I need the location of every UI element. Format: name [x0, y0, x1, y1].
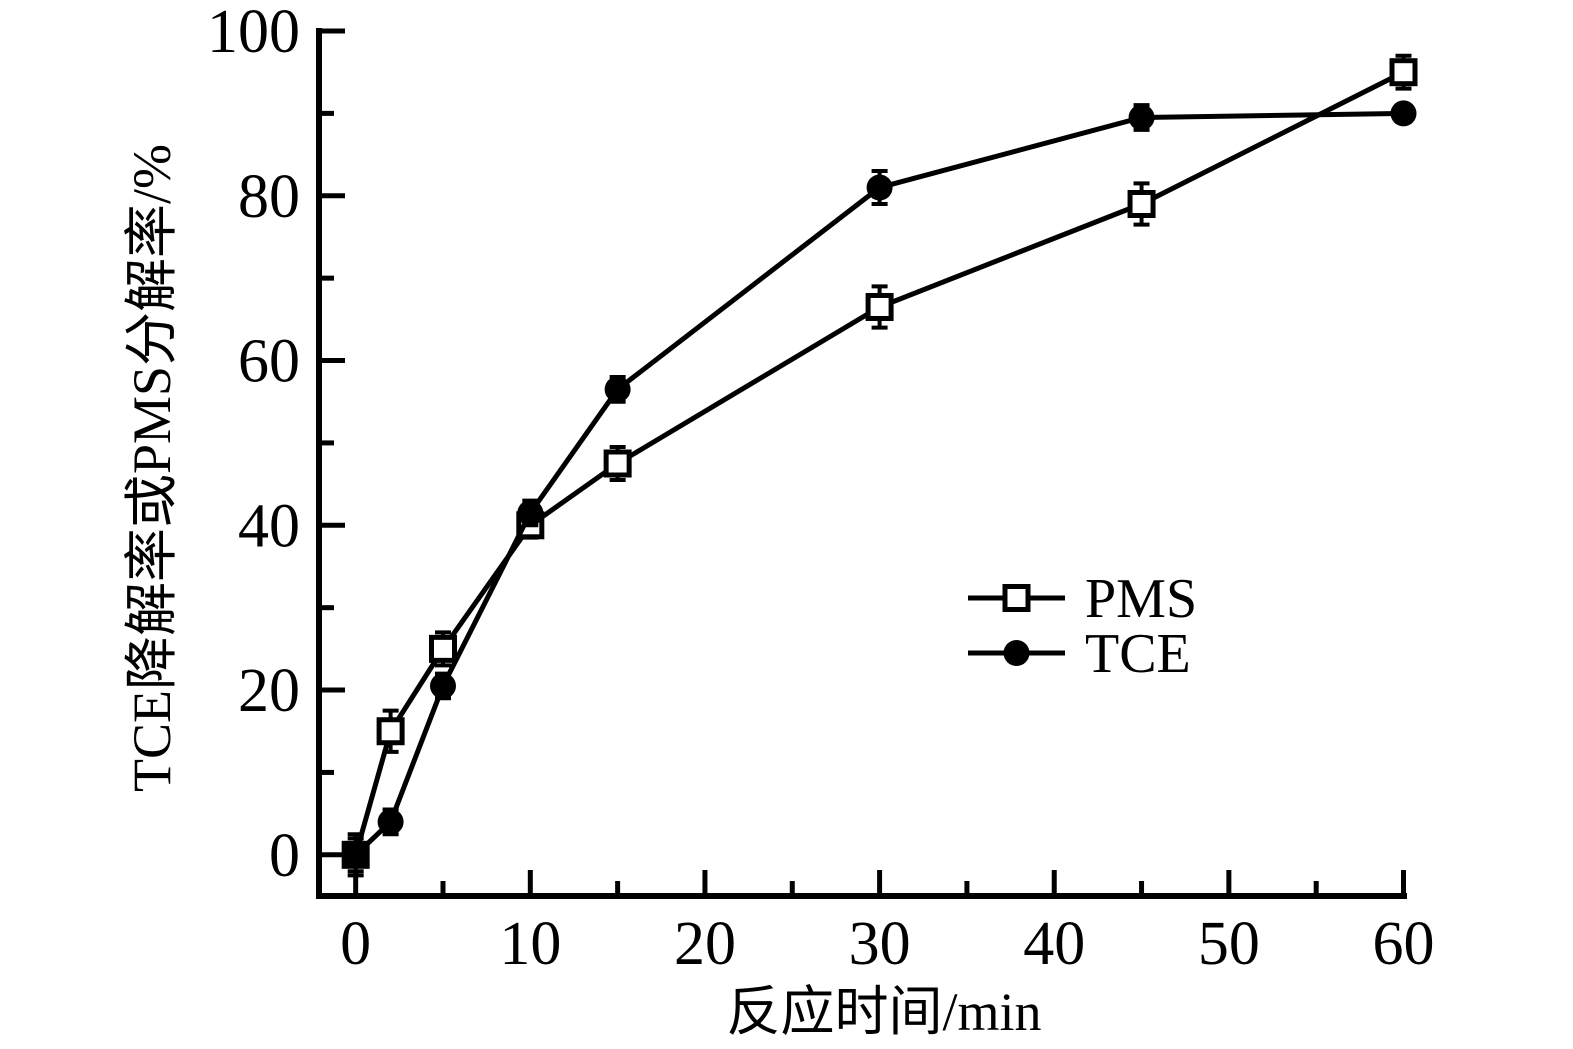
x-axis-title: 反应时间/min — [726, 982, 1041, 1042]
y-tick-label: 20 — [238, 657, 300, 725]
legend-marker-PMS — [1002, 584, 1031, 612]
x-tick-label: 10 — [499, 910, 561, 978]
y-axis-title-text: TCE降解率或PMS分解率/% — [122, 144, 182, 792]
y-axis-title: TCE降解率或PMS分解率/% — [122, 144, 182, 792]
legend-marker-TCE — [1003, 640, 1030, 666]
series-TCE-marker — [429, 672, 456, 699]
y-tick-labels: 0 20 40 60 80 100 — [207, 0, 300, 890]
x-axis-title-text: 反应时间/min — [726, 982, 1041, 1042]
y-tick-label: 0 — [269, 822, 300, 890]
series-TCE-marker — [517, 499, 544, 526]
legend-label-TCE: TCE — [1085, 623, 1191, 685]
y-tick-label: 80 — [238, 163, 300, 231]
axes — [316, 28, 1407, 899]
series-TCE-marker — [1128, 104, 1155, 131]
series-PMS-marker — [865, 292, 894, 321]
series-PMS-marker — [1127, 190, 1156, 218]
x-tick-label: 60 — [1373, 910, 1435, 978]
series-PMS-marker — [603, 449, 632, 478]
y-tick-label: 40 — [238, 492, 300, 560]
x-tick-label: 40 — [1023, 910, 1085, 978]
y-tick-label: 100 — [207, 0, 300, 66]
x-tick-label: 50 — [1198, 910, 1260, 978]
series-TCE-marker — [377, 808, 404, 835]
x-tick-labels: 0 10 20 30 40 50 60 — [340, 910, 1434, 978]
series-TCE — [342, 100, 1417, 874]
x-tick-label: 30 — [849, 910, 911, 978]
series-TCE-marker — [1390, 100, 1417, 127]
x-tick-label: 0 — [340, 910, 371, 978]
series-PMS-marker — [1389, 58, 1418, 87]
series-PMS-marker — [376, 717, 405, 746]
y-tick-label: 60 — [238, 328, 300, 396]
axis-ticks — [319, 28, 1407, 896]
series-TCE-marker — [604, 376, 631, 403]
series-TCE-marker — [866, 174, 893, 201]
legend-label-PMS: PMS — [1085, 568, 1197, 630]
series-TCE-marker — [342, 841, 369, 868]
series-TCE-line — [353, 110, 1404, 857]
x-tick-label: 20 — [674, 910, 736, 978]
series-PMS-marker — [428, 634, 457, 663]
